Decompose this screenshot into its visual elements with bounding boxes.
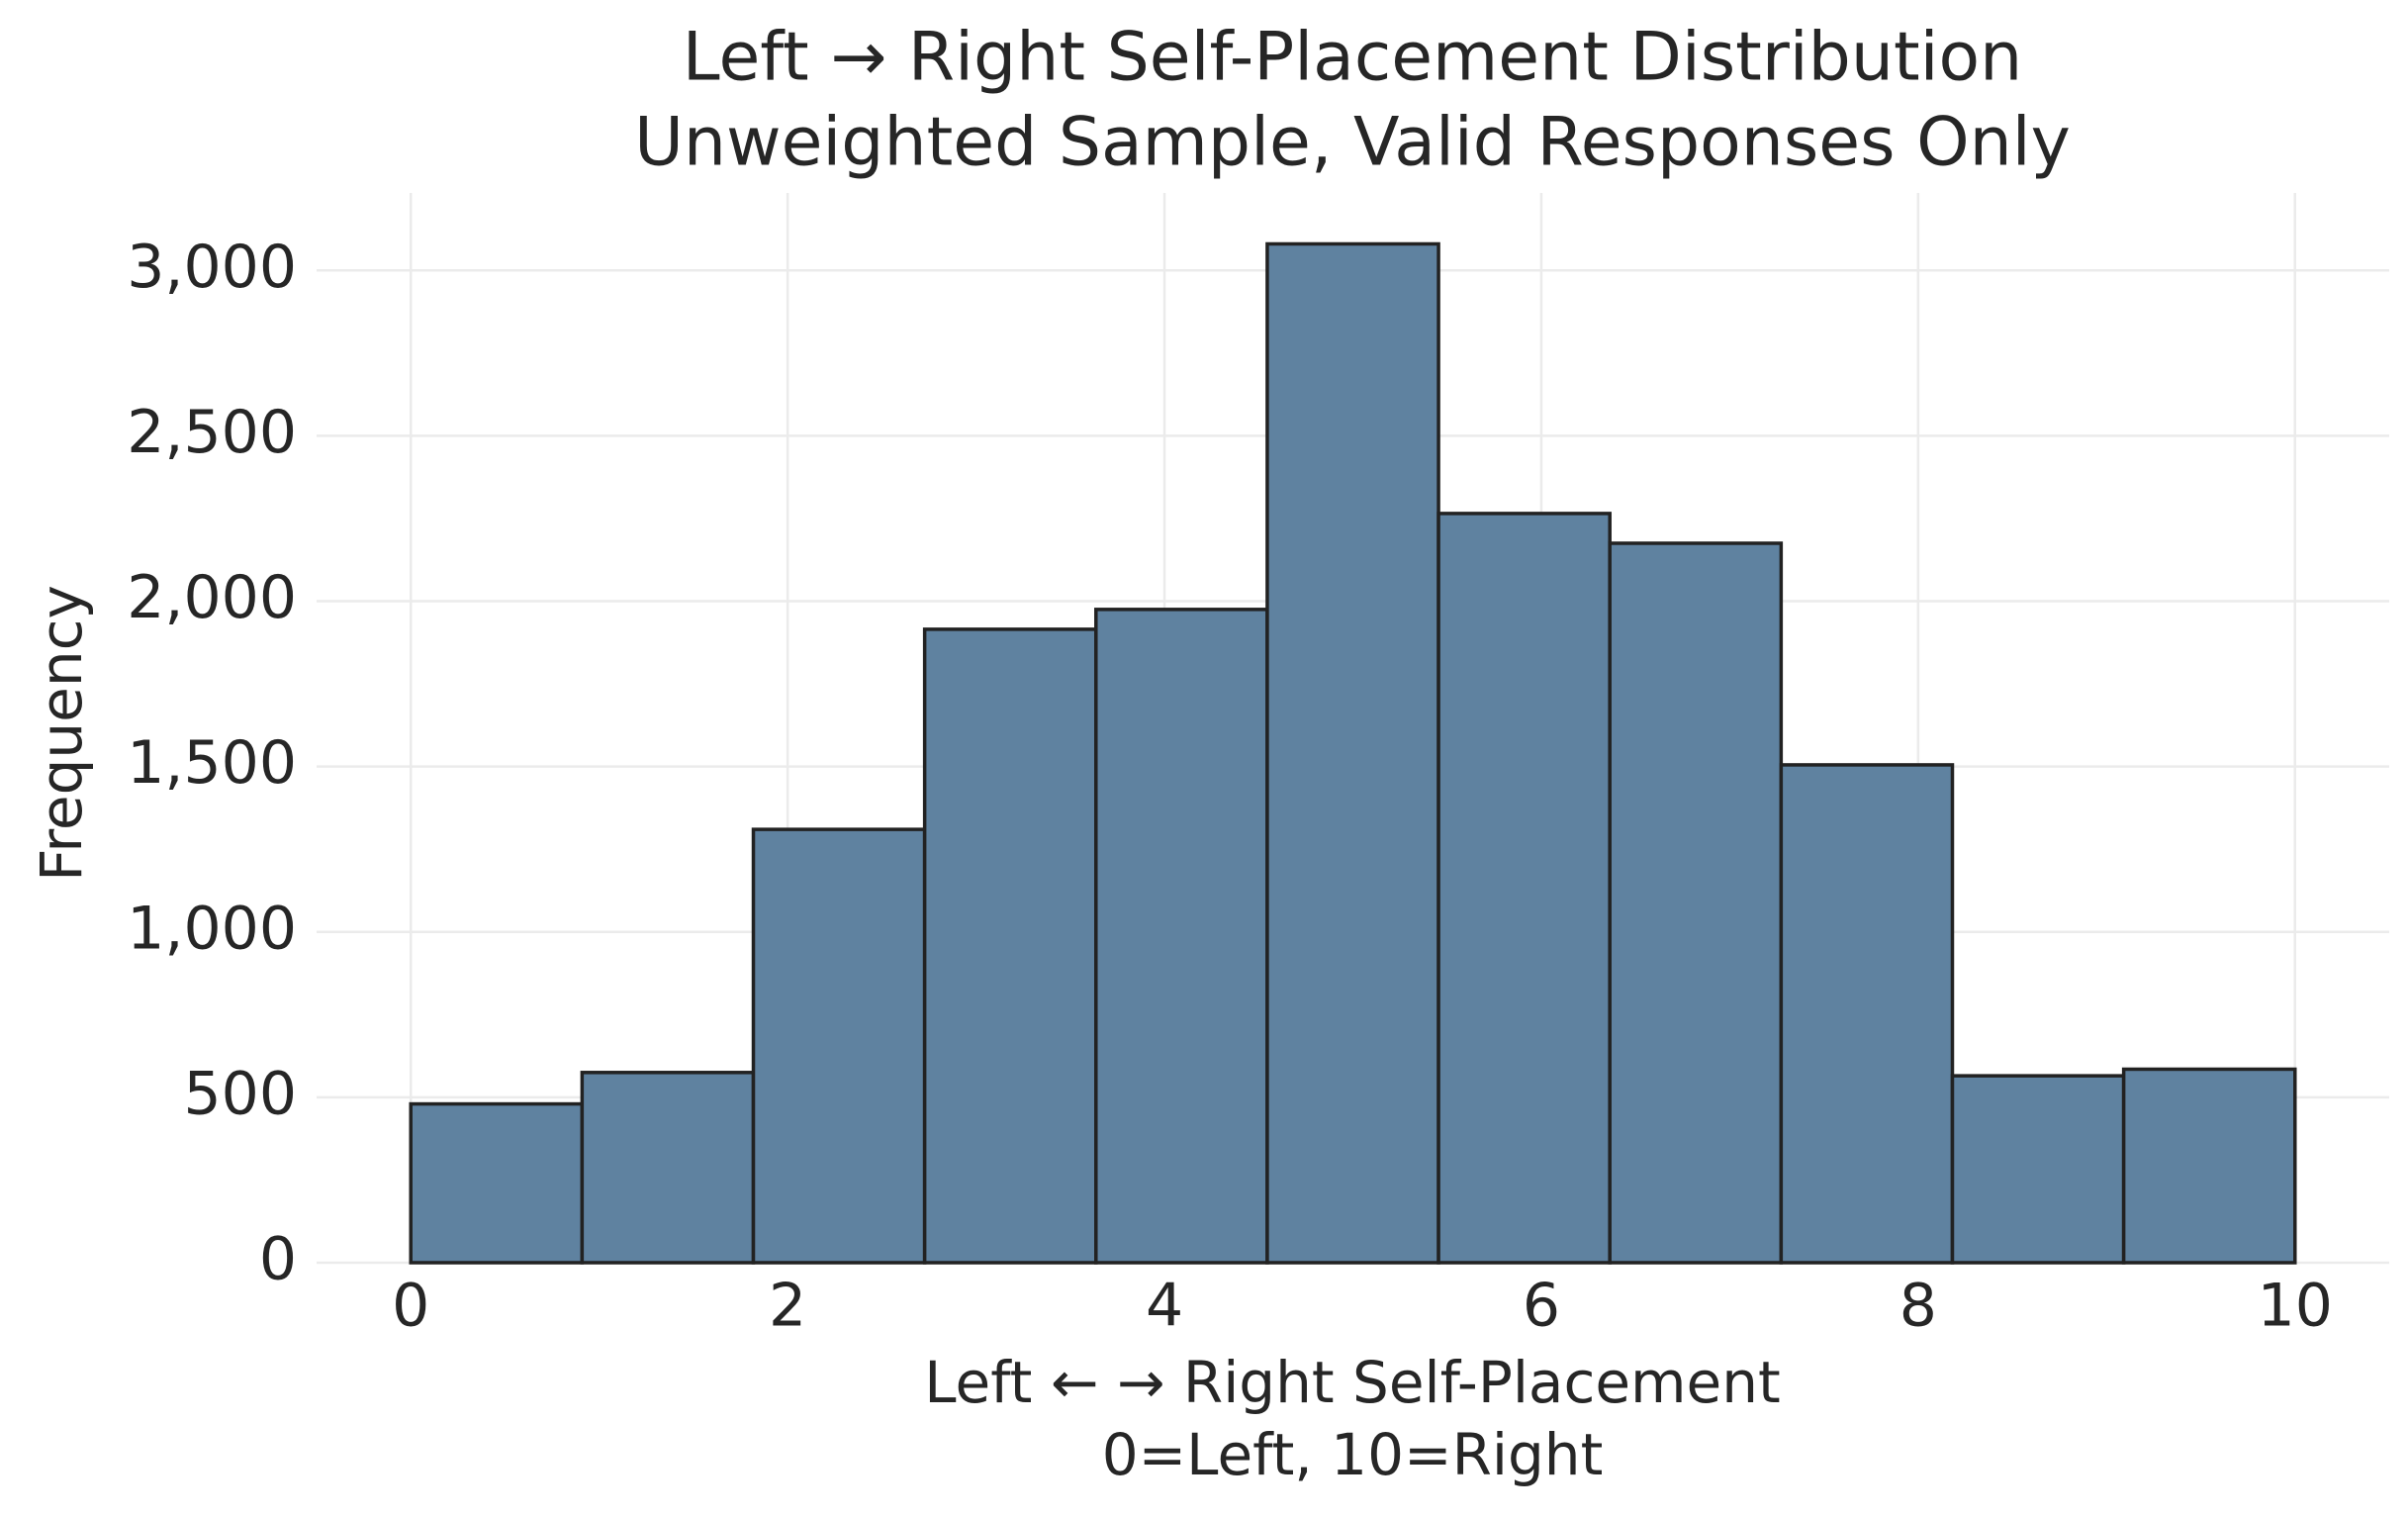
x-tick-label: 6 [1523, 1272, 1560, 1341]
x-axis-label: Left ← → Right Self-Placement [924, 1349, 1780, 1416]
x-tick-label: 2 [769, 1272, 806, 1341]
y-tick-label: 500 [183, 1059, 297, 1128]
bar [751, 827, 927, 1265]
x-tick-label: 0 [392, 1272, 429, 1341]
x-axis-label: 0=Left, 10=Right [1102, 1421, 1604, 1488]
chart-title: Left → Right Self-Placement Distribution [683, 19, 2022, 97]
bar [1608, 541, 1784, 1265]
bar [1094, 608, 1269, 1265]
chart-subtitle: Unweighted Sample, Valid Responses Only [634, 104, 2071, 182]
bar [922, 627, 1098, 1265]
x-tick-label: 8 [1899, 1272, 1937, 1341]
x-tick-label: 4 [1146, 1272, 1183, 1341]
y-tick-label: 2,000 [127, 563, 297, 632]
bar [2121, 1067, 2297, 1265]
bar [1265, 241, 1440, 1265]
y-tick-label: 0 [259, 1225, 297, 1294]
y-axis-label: Frequency [28, 585, 95, 882]
y-tick-label: 3,000 [127, 233, 297, 302]
bar [580, 1071, 756, 1265]
y-tick-label: 2,500 [127, 398, 297, 467]
bar [1779, 763, 1955, 1265]
y-tick-label: 1,500 [127, 728, 297, 798]
x-tick-label: 10 [2258, 1272, 2333, 1341]
bar [1950, 1074, 2126, 1265]
y-tick-label: 1,000 [127, 894, 297, 963]
bar [1436, 512, 1612, 1265]
bar [409, 1101, 585, 1265]
